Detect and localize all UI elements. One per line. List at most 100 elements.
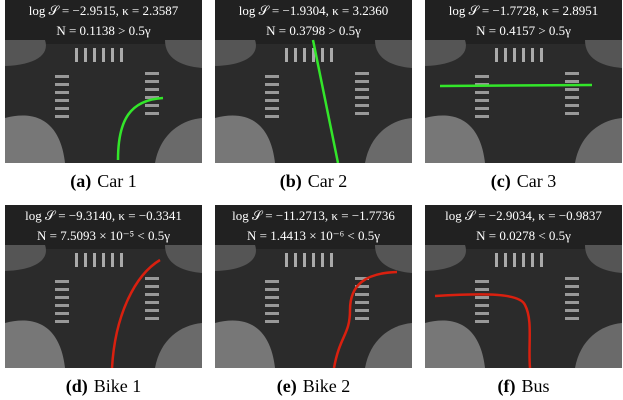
panel-stat: log 𝒮 = −9.3140, κ = −0.3341 xyxy=(5,208,202,224)
crosswalk xyxy=(355,88,369,91)
crosswalk xyxy=(294,253,297,267)
crosswalk xyxy=(55,91,69,94)
crosswalk xyxy=(321,253,324,267)
crosswalk xyxy=(355,72,369,75)
crosswalk xyxy=(120,253,123,267)
caption-name: Bike 2 xyxy=(303,376,351,396)
crosswalk xyxy=(565,96,579,99)
panel-stat: log 𝒮 = −1.7728, κ = 2.8951 xyxy=(425,3,622,19)
crosswalk xyxy=(145,285,159,288)
panel-caption: (b)Car 2 xyxy=(215,171,412,192)
crosswalk xyxy=(55,83,69,86)
crosswalk xyxy=(565,80,579,83)
trajectory xyxy=(440,85,592,86)
panel-stat: N = 1.4413 × 10⁻⁶ < 0.5γ xyxy=(215,228,412,244)
crosswalk xyxy=(303,253,306,267)
panel-caption: (c) Car 3 xyxy=(425,171,622,192)
crosswalk xyxy=(265,75,279,78)
crosswalk xyxy=(265,304,279,307)
crosswalk xyxy=(475,75,489,78)
panel-caption: (f)Bus xyxy=(425,376,622,397)
crosswalk xyxy=(475,99,489,102)
crosswalk xyxy=(265,320,279,323)
crosswalk xyxy=(303,48,306,62)
panel-stat: log 𝒮 = −1.9304, κ = 3.2360 xyxy=(215,3,412,19)
panel-image: log 𝒮 = −1.9304, κ = 3.2360 N = 0.3798 > … xyxy=(215,0,412,163)
crosswalk xyxy=(55,115,69,118)
crosswalk xyxy=(531,48,534,62)
crosswalk xyxy=(565,277,579,280)
crosswalk xyxy=(265,280,279,283)
caption-label: (c) xyxy=(491,171,511,191)
panel-caption: (a)Car 1 xyxy=(5,171,202,192)
crosswalk xyxy=(565,104,579,107)
crosswalk xyxy=(565,293,579,296)
crosswalk xyxy=(55,288,69,291)
crosswalk xyxy=(475,115,489,118)
crosswalk xyxy=(84,253,87,267)
crosswalk xyxy=(285,253,288,267)
crosswalk xyxy=(145,309,159,312)
crosswalk xyxy=(145,80,159,83)
crosswalk xyxy=(565,317,579,320)
caption-name: Car 1 xyxy=(97,171,137,191)
crosswalk xyxy=(55,99,69,102)
crosswalk xyxy=(120,48,123,62)
crosswalk xyxy=(55,280,69,283)
crosswalk xyxy=(355,293,369,296)
crosswalk xyxy=(540,48,543,62)
crosswalk xyxy=(145,104,159,107)
crosswalk xyxy=(330,48,333,62)
crosswalk xyxy=(504,253,507,267)
crosswalk xyxy=(475,107,489,110)
crosswalk xyxy=(565,309,579,312)
crosswalk xyxy=(55,312,69,315)
crosswalk xyxy=(355,96,369,99)
crosswalk xyxy=(355,301,369,304)
crosswalk xyxy=(265,296,279,299)
crosswalk xyxy=(565,72,579,75)
panel-stat: N = 7.5093 × 10⁻⁵ < 0.5γ xyxy=(5,228,202,244)
crosswalk xyxy=(111,253,114,267)
caption-name: Bus xyxy=(521,376,549,396)
crosswalk xyxy=(504,48,507,62)
crosswalk xyxy=(312,253,315,267)
panel-stat: N = 0.3798 > 0.5γ xyxy=(215,23,412,39)
crosswalk xyxy=(111,48,114,62)
panel-stat: N = 0.4157 > 0.5γ xyxy=(425,23,622,39)
panel-image: log 𝒮 = −9.3140, κ = −0.3341 N = 7.5093 ×… xyxy=(5,205,202,368)
panel-stat: N = 0.1138 > 0.5γ xyxy=(5,23,202,39)
crosswalk xyxy=(55,320,69,323)
caption-name: Car 3 xyxy=(517,171,557,191)
crosswalk xyxy=(475,296,489,299)
crosswalk xyxy=(565,88,579,91)
crosswalk xyxy=(355,112,369,115)
figure: log 𝒮 = −2.9515, κ = 2.3587N = 0.1138 > … xyxy=(0,0,623,400)
crosswalk xyxy=(265,91,279,94)
crosswalk xyxy=(475,320,489,323)
crosswalk xyxy=(93,253,96,267)
crosswalk xyxy=(355,317,369,320)
crosswalk xyxy=(522,253,525,267)
crosswalk xyxy=(475,91,489,94)
crosswalk xyxy=(475,288,489,291)
crosswalk xyxy=(102,48,105,62)
caption-label: (e) xyxy=(277,376,297,396)
crosswalk xyxy=(565,112,579,115)
panel-image: log 𝒮 = −1.7728, κ = 2.8951 N = 0.4157 > … xyxy=(425,0,622,163)
crosswalk xyxy=(513,48,516,62)
crosswalk xyxy=(265,107,279,110)
caption-label: (d) xyxy=(66,376,88,396)
crosswalk xyxy=(495,253,498,267)
caption-name: Car 2 xyxy=(308,171,348,191)
crosswalk xyxy=(531,253,534,267)
crosswalk xyxy=(75,253,78,267)
crosswalk xyxy=(285,48,288,62)
crosswalk xyxy=(84,48,87,62)
crosswalk xyxy=(145,112,159,115)
crosswalk xyxy=(522,48,525,62)
crosswalk xyxy=(565,285,579,288)
caption-name: Bike 1 xyxy=(94,376,142,396)
